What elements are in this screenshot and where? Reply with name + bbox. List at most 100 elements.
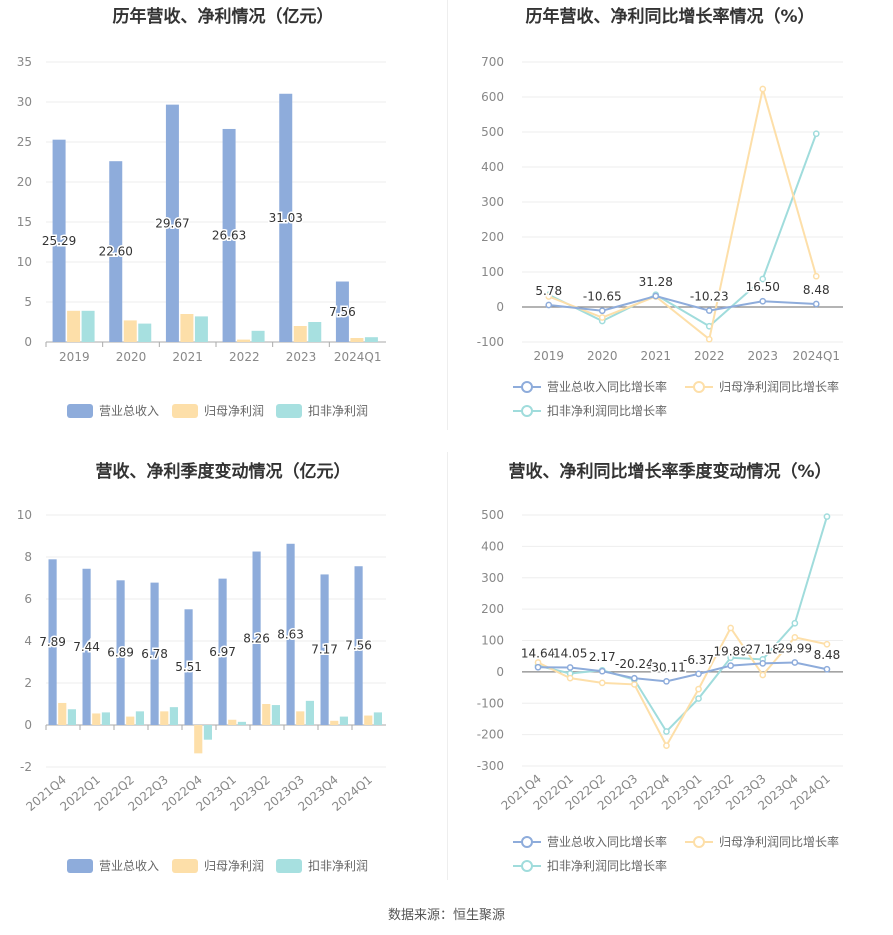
bar-parent-profit bbox=[92, 713, 101, 725]
bar-revenue bbox=[150, 582, 159, 725]
bar-deducted-profit bbox=[138, 323, 152, 342]
bar-parent-profit bbox=[237, 339, 251, 342]
data-point bbox=[598, 667, 606, 675]
bar-parent-profit bbox=[350, 338, 364, 342]
series-line-revenue bbox=[548, 295, 817, 312]
legend-swatch bbox=[172, 858, 198, 873]
bar-revenue bbox=[286, 543, 295, 725]
legend-label: 归母净利润 bbox=[204, 404, 265, 418]
data-label: 14.05 bbox=[553, 646, 587, 660]
legend-item-parent-growth[interactable]: 归母净利润同比增长率 bbox=[685, 378, 839, 395]
data-point bbox=[695, 695, 702, 702]
panel-divider-top bbox=[447, 0, 448, 430]
data-label: 2.17 bbox=[589, 650, 616, 664]
data-label: 14.64 bbox=[521, 646, 555, 660]
data-point bbox=[695, 670, 702, 678]
data-label: 7.17 bbox=[311, 643, 338, 657]
y-tick-label: 35 bbox=[17, 55, 32, 69]
legend-item-deducted-growth[interactable]: 扣非净利润同比增长率 bbox=[513, 402, 667, 419]
legend-item-revenue[interactable]: 营业总收入 bbox=[67, 402, 159, 419]
bar-revenue bbox=[218, 578, 227, 725]
legend-label: 营业总收入同比增长率 bbox=[547, 835, 668, 849]
data-point bbox=[759, 85, 767, 93]
bar-revenue bbox=[320, 574, 329, 725]
data-label: 31.03 bbox=[269, 211, 303, 225]
data-point bbox=[663, 728, 670, 735]
quarterly-bar-plot: -202468102021Q47.892022Q17.442022Q26.892… bbox=[17, 508, 386, 814]
y-tick-label: 400 bbox=[481, 539, 504, 553]
bar-revenue bbox=[52, 139, 66, 342]
series-line-revenue bbox=[538, 661, 828, 683]
data-point bbox=[791, 619, 799, 627]
y-tick-label: 0 bbox=[496, 300, 504, 314]
series-line-parent-profit bbox=[537, 626, 828, 748]
data-source-note: 数据来源：恒生聚源 bbox=[387, 908, 505, 923]
data-label: 16.50 bbox=[746, 280, 780, 294]
bar-deducted-profit bbox=[237, 721, 246, 725]
legend-item-parent-profit[interactable]: 归母净利润 bbox=[172, 857, 264, 874]
legend-item-deducted-profit[interactable]: 扣非净利润 bbox=[276, 402, 368, 419]
bar-revenue bbox=[184, 609, 193, 725]
bar-deducted-profit bbox=[364, 337, 378, 342]
annual-line-plot: -100 0 100 200 300 400 500 600 700 2019 2020 2021 20… bbox=[477, 55, 843, 363]
legend-item-deducted-profit[interactable]: 扣非净利润 bbox=[276, 857, 368, 874]
chart-title: 营收、净利同比增长率季度变动情况（%） bbox=[508, 462, 832, 482]
data-label: 8.48 bbox=[803, 283, 830, 297]
legend-line-icon bbox=[513, 380, 541, 394]
legend-label: 营业总收入 bbox=[99, 859, 160, 873]
legend: 营业总收入同比增长率 归母净利润同比增长率 扣非净利润同比增长率 bbox=[447, 378, 893, 422]
legend-item-revenue-growth[interactable]: 营业总收入同比增长率 bbox=[513, 833, 667, 850]
data-label: 8.26 bbox=[243, 631, 270, 645]
data-point bbox=[598, 679, 606, 687]
bar-revenue bbox=[48, 559, 57, 725]
y-tick-label: 100 bbox=[481, 634, 504, 648]
bar-deducted-profit bbox=[101, 712, 110, 725]
x-tick-label: 2024Q1 bbox=[334, 350, 382, 364]
y-tick-label: 20 bbox=[17, 175, 32, 189]
y-tick-label: 10 bbox=[17, 508, 32, 522]
data-label: -10.65 bbox=[583, 290, 622, 304]
legend-swatch bbox=[67, 858, 93, 873]
legend-item-parent-growth[interactable]: 归母净利润同比增长率 bbox=[685, 833, 839, 850]
bar-parent-profit bbox=[123, 320, 137, 342]
y-tick-label: 500 bbox=[481, 508, 504, 522]
bar-parent-profit bbox=[330, 720, 339, 725]
y-tick-label: 600 bbox=[481, 90, 504, 104]
data-point bbox=[663, 742, 670, 749]
annual-growth-rate-chart: 历年营收、净利同比增长率情况（%） -100 0 100 200 300 400 500 60… bbox=[447, 0, 893, 460]
data-label: -6.37 bbox=[683, 653, 714, 667]
bar-deducted-profit bbox=[194, 316, 208, 342]
data-point bbox=[652, 292, 660, 300]
legend-item-revenue[interactable]: 营业总收入 bbox=[67, 857, 159, 874]
data-point bbox=[545, 293, 553, 300]
bar-revenue bbox=[354, 566, 363, 725]
legend-item-revenue-growth[interactable]: 营业总收入同比增长率 bbox=[513, 378, 667, 395]
data-label: 26.63 bbox=[212, 228, 246, 242]
legend-line-icon bbox=[685, 380, 713, 394]
legend: 营业总收入 归母净利润 扣非净利润 bbox=[0, 402, 446, 422]
data-label: 29.67 bbox=[155, 216, 189, 230]
legend-item-deducted-growth[interactable]: 扣非净利润同比增长率 bbox=[513, 857, 667, 874]
data-label: -30.11 bbox=[647, 660, 686, 674]
bar-deducted-profit bbox=[373, 712, 382, 725]
legend-item-parent-profit[interactable]: 归母净利润 bbox=[172, 402, 264, 419]
series-line-parent-profit bbox=[548, 88, 818, 341]
y-tick-label: 5 bbox=[24, 295, 32, 309]
y-tick-label: -2 bbox=[20, 760, 32, 774]
data-label: 7.56 bbox=[345, 639, 372, 653]
y-tick-label: 0 bbox=[24, 718, 32, 732]
legend-label: 扣非净利润同比增长率 bbox=[547, 859, 668, 873]
quarterly-revenue-profit-chart: 营收、净利季度变动情况（亿元） -2 0 2 4 6 8 10 2021Q4 7.89 2022Q… bbox=[0, 455, 446, 915]
y-tick-label: 6 bbox=[24, 592, 32, 606]
series-line-deducted-profit bbox=[537, 516, 828, 734]
data-point bbox=[631, 674, 638, 682]
bar-revenue bbox=[252, 551, 261, 725]
data-point bbox=[759, 671, 767, 679]
y-tick-label: 500 bbox=[481, 125, 504, 139]
x-tick-label: 2021 bbox=[172, 350, 203, 364]
bar-revenue bbox=[335, 281, 349, 342]
bar-deducted-profit bbox=[203, 725, 212, 740]
data-label: -20.24 bbox=[615, 657, 654, 671]
chart-title: 营收、净利季度变动情况（亿元） bbox=[95, 462, 351, 482]
bar-parent-profit bbox=[364, 715, 373, 725]
